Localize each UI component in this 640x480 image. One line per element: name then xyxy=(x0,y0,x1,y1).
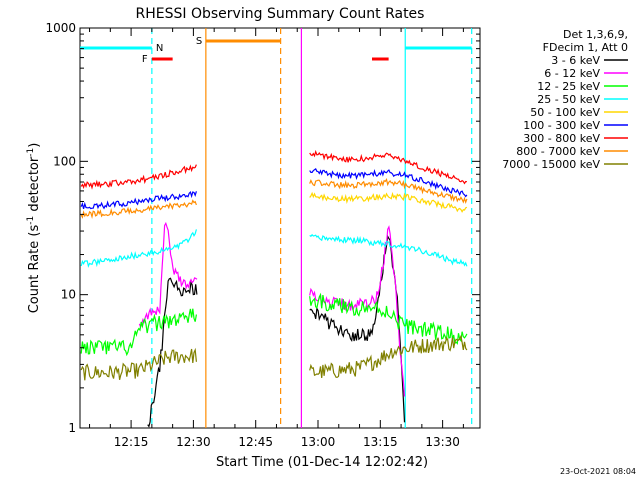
legend-header-1: Det 1,3,6,9, xyxy=(563,28,628,41)
y-label-main: Count Rate (s xyxy=(27,225,42,314)
series-line xyxy=(80,190,197,210)
series-line xyxy=(309,233,468,267)
saa-label: S xyxy=(196,36,202,47)
series-line xyxy=(80,164,197,190)
x-tick-label: 12:45 xyxy=(238,435,273,449)
x-axis-label: Start Time (01-Dec-14 12:02:42) xyxy=(216,455,428,470)
legend-label: 3 - 6 keV xyxy=(551,54,600,67)
x-axis: 12:15 12:30 12:45 13:00 13:15 13:30 xyxy=(89,28,464,449)
y-tick-label: 1000 xyxy=(45,21,76,35)
y-axis-label: Count Rate (s-1 detector-1) xyxy=(26,143,42,314)
y-axis: 1 10 100 1000 xyxy=(45,21,480,435)
legend-label: 6 - 12 keV xyxy=(544,67,600,80)
legend-label: 25 - 50 keV xyxy=(537,93,600,106)
y-label-sup1: -1 xyxy=(26,216,36,225)
y-label-end: ) xyxy=(27,143,42,148)
legend: Det 1,3,6,9, FDecim 1, Att 0 3 - 6 keV6 … xyxy=(502,28,628,171)
series-line xyxy=(80,199,197,220)
series-line xyxy=(309,334,468,378)
series-line xyxy=(138,221,198,329)
chart-title: RHESSI Observing Summary Count Rates xyxy=(136,6,425,22)
event-bars: N S F xyxy=(80,36,472,65)
series-lines xyxy=(80,149,468,428)
plot-area xyxy=(79,27,481,429)
series-line xyxy=(309,149,467,185)
series-line xyxy=(309,191,468,213)
series-line xyxy=(309,292,468,345)
x-tick-label: 13:15 xyxy=(363,435,398,449)
legend-label: 7000 - 15000 keV xyxy=(502,158,600,171)
x-tick-label: 13:00 xyxy=(301,435,336,449)
series-line xyxy=(147,277,198,428)
series-line xyxy=(80,308,197,357)
event-lines xyxy=(151,28,473,428)
series-line xyxy=(80,347,197,381)
y-tick-label: 1 xyxy=(68,421,76,435)
plot-frame xyxy=(79,27,481,429)
legend-label: 300 - 800 keV xyxy=(523,132,600,145)
y-tick-label: 10 xyxy=(61,288,76,302)
x-tick-label: 12:15 xyxy=(114,435,149,449)
legend-label: 800 - 7000 keV xyxy=(516,145,600,158)
legend-label: 100 - 300 keV xyxy=(523,119,600,132)
legend-header-2: FDecim 1, Att 0 xyxy=(543,41,628,54)
series-line xyxy=(309,178,468,205)
night-label: N xyxy=(156,43,163,54)
series-line xyxy=(80,229,197,268)
series-line xyxy=(309,234,406,423)
generation-timestamp: 23-Oct-2021 08:04 xyxy=(560,467,636,476)
legend-label: 50 - 100 keV xyxy=(530,106,600,119)
flare-label: F xyxy=(142,54,148,65)
x-tick-label: 13:30 xyxy=(425,435,460,449)
y-label-mid: detector xyxy=(27,156,42,216)
series-line xyxy=(309,168,468,198)
y-label-sup2: -1 xyxy=(26,148,36,157)
legend-label: 12 - 25 keV xyxy=(537,80,600,93)
x-tick-label: 12:30 xyxy=(176,435,211,449)
y-tick-label: 100 xyxy=(53,154,76,168)
